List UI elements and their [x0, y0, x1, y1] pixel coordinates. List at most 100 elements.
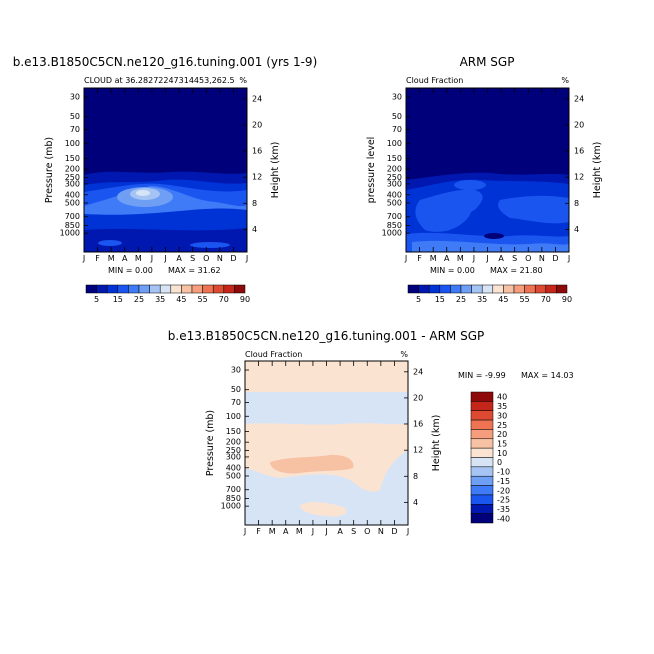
y-tick-label: 50	[392, 112, 402, 121]
colorbar-swatch	[470, 429, 494, 440]
max-label: MAX = 14.03	[521, 371, 574, 380]
colorbar-swatch	[524, 284, 536, 294]
colorbar-label: -20	[497, 486, 510, 495]
x-tick-label: J	[567, 254, 570, 263]
x-tick-label: A	[498, 254, 504, 263]
y-tick-label: 200	[387, 165, 402, 174]
y-tick-label: 100	[65, 139, 80, 148]
x-tick-label: D	[552, 254, 558, 263]
x-tick-label: A	[122, 254, 128, 263]
colorbar-label: 15	[113, 295, 123, 304]
y-right-tick-label: 20	[413, 393, 423, 402]
y-right-tick-label: 20	[574, 120, 584, 129]
y-tick-label: 250	[226, 446, 241, 455]
axis-ticks: J F M A M J J A S O N D J305070100150200250300400500…	[60, 88, 262, 263]
y-tick-label: 400	[387, 190, 402, 199]
y-tick-label: 1000	[221, 502, 241, 511]
max-label: MAX = 31.62	[168, 266, 221, 275]
y-tick-label: 850	[387, 221, 402, 230]
y-tick-label: 150	[226, 427, 241, 436]
x-tick-label: A	[283, 527, 289, 536]
colorbar-swatch	[471, 284, 483, 294]
colorbar-swatch	[85, 284, 97, 294]
colorbar-label: 70	[541, 295, 551, 304]
x-tick-label: O	[364, 527, 370, 536]
x-tick-label: M	[108, 254, 115, 263]
colorbar-label: 15	[497, 439, 507, 448]
colorbar-label: 55	[520, 295, 530, 304]
colorbar-swatch	[503, 284, 515, 294]
y-tick-label: 250	[387, 173, 402, 182]
y-tick-label: 700	[226, 485, 241, 494]
panel-model: b.e13.B1850C5CN.ne120_g16.tuning.001 (yr…	[13, 55, 318, 304]
x-tick-label: M	[269, 527, 276, 536]
x-tick-label: O	[525, 254, 531, 263]
x-tick-label: S	[190, 254, 195, 263]
colorbar-label: 35	[155, 295, 165, 304]
y-axis-right-label: Height (km)	[270, 142, 281, 199]
y-tick-label: 1000	[60, 229, 80, 238]
colorbar-label: 10	[497, 449, 507, 458]
y-tick-label: 30	[70, 93, 80, 102]
colorbar-label: 25	[497, 421, 507, 430]
x-tick-label: N	[539, 254, 545, 263]
colorbar-label: 20	[497, 430, 507, 439]
x-tick-label: J	[150, 254, 153, 263]
x-tick-label: S	[351, 527, 356, 536]
colorbar-label: 35	[477, 295, 487, 304]
colorbar-swatch	[202, 284, 214, 294]
x-tick-label: N	[217, 254, 223, 263]
y-tick-label: 500	[65, 198, 80, 207]
min-label: MIN = 0.00	[430, 266, 475, 275]
y-tick-label: 300	[65, 179, 80, 188]
y-tick-label: 400	[226, 463, 241, 472]
min-label: MIN = 0.00	[108, 266, 153, 275]
colorbar-label: 25	[456, 295, 466, 304]
y-right-tick-label: 4	[574, 225, 579, 234]
x-tick-label: J	[485, 254, 488, 263]
y-tick-label: 70	[70, 125, 80, 134]
colorbar-swatch	[534, 284, 547, 294]
x-tick-label: D	[391, 527, 397, 536]
x-tick-label: M	[457, 254, 464, 263]
x-tick-label: M	[135, 254, 142, 263]
x-tick-label: S	[512, 254, 517, 263]
colorbar-swatch	[138, 284, 150, 294]
colorbar-swatch	[470, 475, 494, 486]
y-right-tick-label: 16	[252, 146, 262, 155]
colorbar-label: 5	[94, 295, 99, 304]
x-tick-label: J	[472, 254, 475, 263]
x-tick-label: J	[245, 254, 248, 263]
y-tick-label: 300	[387, 179, 402, 188]
max-label: MAX = 21.80	[490, 266, 543, 275]
y-right-tick-label: 8	[574, 199, 579, 208]
x-tick-label: A	[444, 254, 450, 263]
colorbar-swatch	[470, 419, 494, 430]
colorbar-swatch	[170, 284, 182, 294]
y-tick-label: 700	[65, 212, 80, 221]
panel-difference: b.e13.B1850C5CN.ne120_g16.tuning.001 - A…	[168, 329, 574, 536]
x-tick-label: J	[243, 527, 246, 536]
x-tick-label: F	[95, 254, 100, 263]
y-tick-label: 850	[65, 221, 80, 230]
panel-title: b.e13.B1850C5CN.ne120_g16.tuning.001 - A…	[168, 329, 484, 343]
y-tick-label: 400	[65, 190, 80, 199]
y-axis-right-label: Height (km)	[431, 415, 442, 472]
colorbar-swatch	[128, 284, 140, 294]
colorbar-swatch	[407, 284, 419, 294]
colorbar-label: 35	[497, 402, 507, 411]
y-right-tick-label: 16	[574, 146, 584, 155]
colorbar-swatch	[470, 466, 494, 477]
x-tick-label: F	[256, 527, 261, 536]
panel-subtitle-left: Cloud Fraction	[245, 350, 302, 359]
colorbar-label: -25	[497, 496, 510, 505]
panel-subtitle-left: Cloud Fraction	[406, 76, 463, 85]
y-right-tick-label: 12	[252, 173, 262, 182]
y-tick-label: 200	[226, 438, 241, 447]
x-tick-label: A	[176, 254, 182, 263]
colorbar-swatch	[470, 457, 494, 468]
colorbar-label: 70	[219, 295, 229, 304]
colorbar-swatch	[117, 284, 129, 294]
x-tick-label: D	[230, 254, 236, 263]
